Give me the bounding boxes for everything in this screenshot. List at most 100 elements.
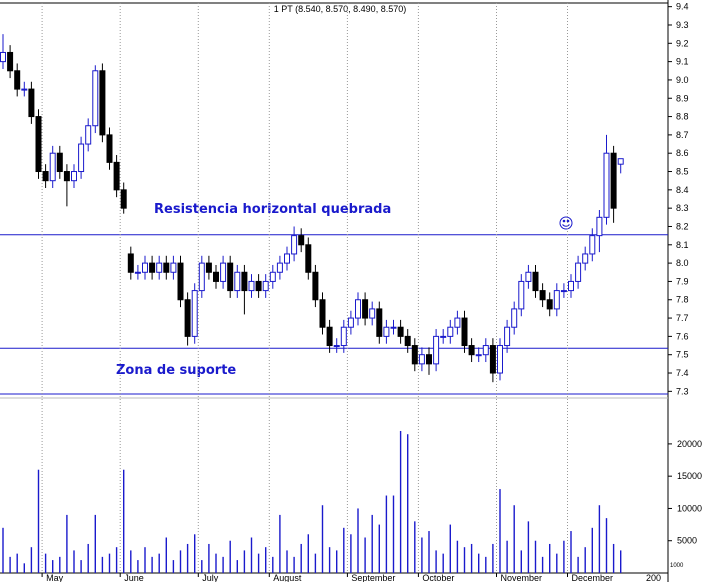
volume-bar: [257, 553, 260, 573]
volume-bar: [2, 527, 4, 573]
candle-body: [511, 308, 518, 328]
candle-body: [383, 326, 390, 337]
candle-body: [213, 271, 219, 282]
volume-bar: [151, 556, 153, 573]
volume-bar: [428, 531, 430, 573]
volume-bar: [591, 527, 593, 573]
volume-bar: [101, 556, 104, 573]
y-tick-label: 7.3: [676, 386, 689, 396]
candle-body: [248, 280, 255, 292]
candle-body: [134, 271, 141, 274]
y-tick-label: 20000: [677, 439, 702, 449]
volume-bar: [172, 560, 175, 573]
y-tick-label: 9.1: [676, 57, 689, 67]
volume-bar: [186, 543, 189, 573]
volume-bar: [584, 547, 586, 573]
volume-bar: [563, 540, 565, 573]
candle-body: [525, 271, 532, 282]
candle-body: [568, 280, 574, 292]
volume-bar: [94, 514, 96, 573]
volume-bar: [364, 537, 366, 573]
volume-bar: [9, 556, 11, 573]
y-tick-label: 7.5: [676, 350, 689, 360]
volume-bar: [520, 550, 522, 573]
candle-body: [504, 326, 511, 347]
volume-bar: [620, 550, 622, 573]
volume-bar: [470, 543, 473, 573]
volume-bar: [307, 534, 309, 573]
volume-bar: [314, 553, 317, 573]
candle-body: [28, 88, 35, 118]
candle-body: [35, 116, 42, 173]
candle-body: [532, 271, 539, 292]
candle-body: [85, 125, 92, 145]
candle-body: [362, 299, 369, 319]
candle-body: [497, 345, 503, 374]
volume-bar: [371, 514, 373, 573]
candle-body: [191, 290, 198, 337]
volume-bar: [73, 550, 75, 573]
candle-body: [404, 335, 411, 347]
candle-body: [78, 143, 85, 173]
volume-bar: [399, 430, 402, 573]
y-tick-label: 10000: [677, 503, 702, 513]
x-tick-label: October: [422, 573, 454, 582]
candle-body: [42, 171, 49, 182]
x-tick-label: 200: [646, 573, 661, 582]
candle-body: [177, 262, 184, 301]
y-tick-label: 8.5: [676, 167, 689, 177]
candle-body: [447, 326, 454, 337]
x-tick-label: June: [124, 573, 144, 582]
candle-body: [149, 262, 156, 273]
candle-body: [468, 345, 475, 356]
volume-bar: [449, 524, 451, 573]
volume-bar: [463, 547, 466, 573]
volume-bar: [513, 505, 515, 573]
candle-body: [347, 317, 354, 328]
candle-body: [440, 335, 447, 338]
volume-bar: [350, 534, 352, 573]
volume-bar: [179, 550, 182, 573]
volume-bar: [265, 547, 267, 573]
volume-bar: [612, 543, 615, 573]
candle-body: [397, 326, 404, 337]
volume-bar: [272, 556, 274, 573]
candle-body: [603, 152, 610, 218]
y-tick-label: 9.4: [676, 2, 689, 12]
volume-bar: [478, 553, 480, 573]
candle-body: [156, 262, 163, 273]
volume-bar: [328, 547, 331, 573]
volume-bar: [343, 527, 345, 573]
candle-body: [553, 290, 560, 310]
candle-body: [106, 134, 113, 163]
volume-bar: [16, 553, 18, 573]
volume-bar: [300, 543, 302, 573]
volume-bar: [392, 495, 395, 573]
volume-bar: [52, 560, 54, 573]
candle-body: [99, 70, 106, 136]
y-tick-label: 5000: [677, 536, 697, 546]
volume-bar: [279, 514, 281, 573]
candle-body: [596, 216, 603, 237]
volume-bar: [222, 556, 224, 573]
candle-body: [319, 299, 326, 328]
volume-bar: [527, 521, 530, 573]
volume-bar: [378, 524, 380, 573]
candle-body: [241, 271, 248, 292]
x-tick-label: December: [572, 573, 614, 582]
volume-bar: [229, 540, 231, 573]
candle-body: [255, 280, 262, 292]
volume-bar: [385, 495, 388, 573]
volume-bar: [598, 505, 601, 573]
y-tick-label: 7.8: [676, 295, 689, 305]
volume-bar: [605, 518, 608, 573]
volume-bar: [236, 560, 238, 573]
volume-bar: [215, 553, 217, 573]
candle-body: [63, 171, 70, 182]
candle-body: [305, 244, 312, 273]
candle-body: [0, 51, 6, 63]
candle-body: [560, 290, 567, 293]
candle-body: [454, 317, 461, 328]
volume-bar: [59, 556, 61, 573]
